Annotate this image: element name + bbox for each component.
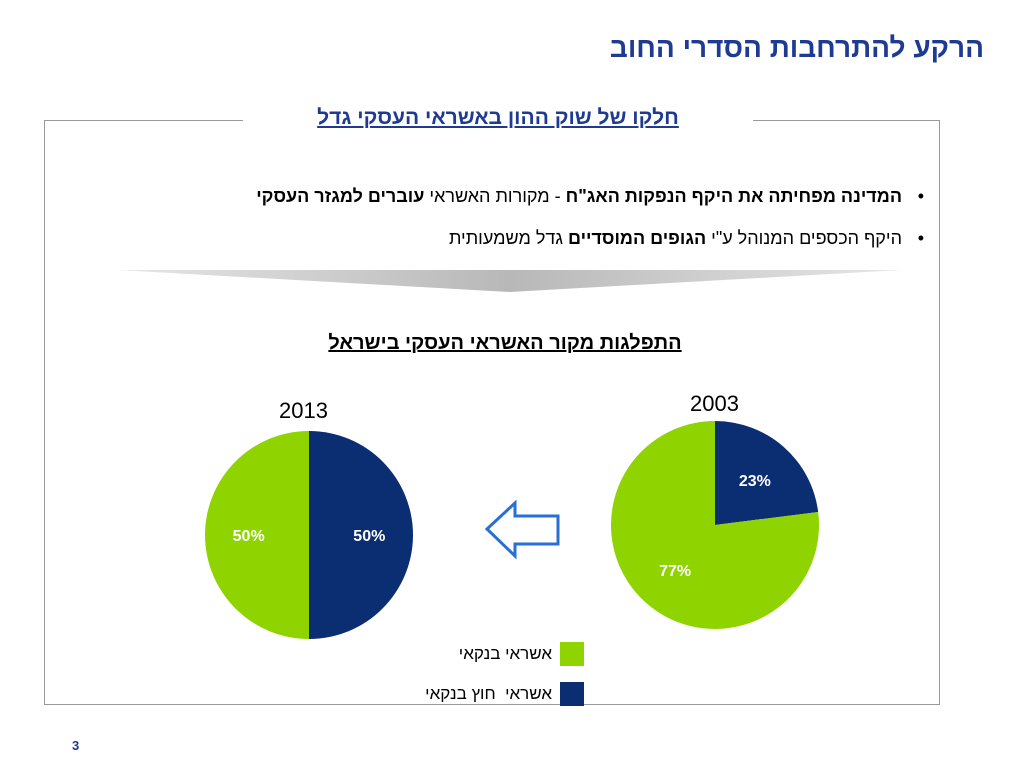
legend-label: אשראי חוץ בנקאי <box>425 684 552 703</box>
legend-swatch <box>560 642 584 666</box>
pie-slice-label: 23% <box>739 473 771 490</box>
pie-slice <box>715 421 819 525</box>
left-arrow-outline-icon <box>484 499 560 560</box>
bullet-item: • היקף הכספים המנוהל ע"י הגופים המוסדיים… <box>64 220 924 262</box>
bullet-text-1: היקף הכספים המנוהל ע"י <box>706 228 902 248</box>
legend-item-bank: אשראי בנקאי <box>459 642 584 666</box>
page-number: 3 <box>72 738 80 753</box>
pie-slice-label: 50% <box>353 528 385 545</box>
bullet-icon: • <box>917 186 924 206</box>
legend-item-nonbank: אשראי חוץ בנקאי <box>425 682 584 706</box>
pie-chart-2013: 50% 50% <box>205 431 413 639</box>
bullet-list: • המדינה מפחיתה את היקף הנפקות האג"ח - מ… <box>64 178 924 262</box>
pie-slice <box>611 421 819 629</box>
bullet-text-1: - מקורות האשראי <box>424 186 566 206</box>
legend-label: אשראי בנקאי <box>458 644 552 663</box>
slide-title: הרקע להתרחבות הסדרי החוב <box>609 32 984 63</box>
box-title: חלקו של שוק ההון באשראי העסקי גדל <box>243 106 753 130</box>
pie-slice <box>205 431 309 639</box>
bullet-item: • המדינה מפחיתה את היקף הנפקות האג"ח - מ… <box>64 178 924 220</box>
bullet-icon: • <box>917 228 924 248</box>
bullet-bold-2: עוברים למגזר העסקי <box>256 186 425 206</box>
bullet-bold-2: הגופים המוסדיים <box>567 228 707 248</box>
pie-slice <box>309 431 413 639</box>
chart-title: התפלגות מקור האשראי העסקי בישראל <box>328 332 682 354</box>
pie-slice-label: 77% <box>659 563 691 580</box>
pie-chart-2003: 23% 77% <box>611 421 819 629</box>
legend-swatch <box>560 682 584 706</box>
chart-2013-year-label: 2013 <box>279 398 328 423</box>
bullet-bold-1: המדינה מפחיתה את היקף הנפקות האג"ח <box>565 186 902 206</box>
pie-slice-label: 50% <box>233 528 265 545</box>
chart-2003-year-label: 2003 <box>690 391 739 416</box>
bullet-text-2: גדל משמעותית <box>448 228 568 248</box>
separator-chevron <box>118 270 902 292</box>
